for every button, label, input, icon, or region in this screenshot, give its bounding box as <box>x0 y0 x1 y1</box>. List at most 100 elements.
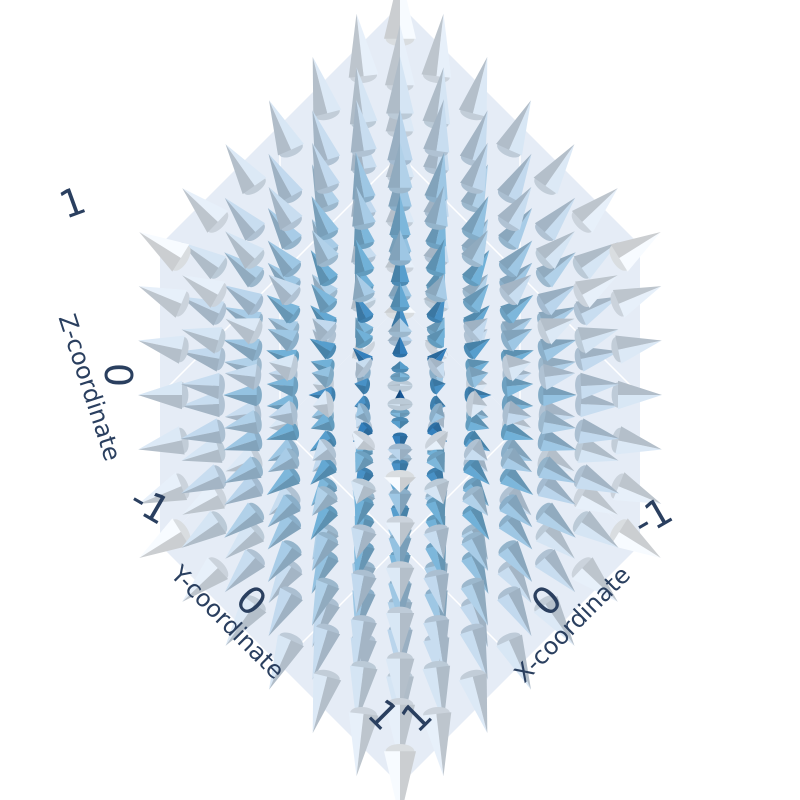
cone-point <box>312 142 340 194</box>
cone-point <box>385 652 415 712</box>
cone-point <box>224 548 266 593</box>
cone-point <box>386 379 414 393</box>
cone-point <box>312 623 341 680</box>
cone-point <box>311 532 339 571</box>
cone-point <box>499 494 533 528</box>
cone-point <box>500 447 533 473</box>
cone-point <box>385 515 415 548</box>
cone-point <box>355 450 374 473</box>
cone-point <box>387 142 413 194</box>
cone-point <box>424 185 448 230</box>
cone-point <box>429 378 446 395</box>
cone-point <box>535 231 575 269</box>
cone-point <box>426 450 445 473</box>
cone-point <box>181 464 227 494</box>
cone-point <box>390 248 410 287</box>
cone-point <box>462 486 488 516</box>
cone-point <box>355 402 371 424</box>
cone-point <box>459 623 488 680</box>
cone-point <box>458 56 488 121</box>
cone-point <box>225 231 265 269</box>
cone-point <box>268 586 303 637</box>
cone-point <box>224 197 266 242</box>
cone-point <box>572 510 619 548</box>
cone-point <box>498 240 533 278</box>
cone-point <box>466 366 489 389</box>
cone-point <box>387 109 413 166</box>
cone-point <box>350 478 377 505</box>
cone-point <box>181 372 225 400</box>
cone-point <box>355 357 373 379</box>
cone-point <box>181 327 226 354</box>
cone-point <box>463 318 488 342</box>
cone-point <box>181 436 226 463</box>
cone-point <box>499 466 534 495</box>
cone-point <box>538 409 576 435</box>
cone-point <box>423 615 450 669</box>
cone-point <box>500 328 533 352</box>
cone-point <box>535 502 576 538</box>
cone-point <box>389 408 411 418</box>
cone-point <box>465 412 490 432</box>
cone-point <box>138 286 190 318</box>
cone-point <box>355 328 374 349</box>
cone-point <box>269 632 304 690</box>
cone-point <box>312 669 342 734</box>
cone-point <box>500 420 534 441</box>
cone-point <box>538 363 576 390</box>
cone-point <box>460 577 488 626</box>
cone-point <box>138 472 190 504</box>
cone-point <box>224 502 265 538</box>
cone-point <box>139 518 191 558</box>
z-axis-title: Z-coordinate <box>53 311 127 465</box>
cone-point <box>534 197 576 242</box>
cone-point <box>269 100 304 158</box>
cone-point <box>392 336 408 358</box>
cone-point <box>573 275 618 308</box>
cone-point <box>182 275 227 308</box>
cone-point <box>267 447 300 473</box>
cone-point <box>421 706 452 777</box>
cone-point <box>266 466 301 495</box>
cone-point <box>611 380 662 410</box>
cone-point <box>268 274 301 306</box>
cone-point <box>463 338 491 360</box>
cone-point <box>461 196 489 241</box>
cone-point <box>574 327 619 354</box>
cone-point <box>610 472 662 504</box>
cone-point <box>350 99 377 157</box>
cone-point <box>385 606 415 657</box>
cone-point <box>425 238 446 277</box>
cone-point <box>571 188 618 233</box>
cone-point <box>572 242 619 280</box>
cone-point <box>533 595 575 646</box>
cone-point <box>499 295 534 324</box>
cone-point <box>499 274 532 306</box>
cone-point <box>312 577 340 626</box>
cone-point <box>268 400 298 426</box>
z-tick-1: 1 <box>54 178 92 228</box>
cone-point <box>312 230 339 267</box>
cone-point <box>536 285 576 316</box>
cone-point <box>351 569 377 615</box>
cone-point <box>181 242 228 280</box>
cone-point <box>387 318 413 338</box>
cone-point <box>354 378 371 395</box>
cone-point <box>267 328 300 352</box>
cone-point <box>269 354 298 382</box>
cone-point <box>423 569 449 615</box>
cone-point <box>390 416 410 429</box>
cone-point <box>611 335 662 364</box>
cone-point <box>423 524 449 560</box>
cone-point <box>385 561 415 603</box>
cone-point <box>311 366 334 389</box>
cone-point <box>466 389 488 419</box>
cone-point <box>461 532 489 571</box>
cone-point <box>390 282 410 312</box>
cone-point <box>268 153 303 204</box>
cone-point <box>424 430 449 451</box>
cone-point <box>311 196 339 241</box>
cone-point <box>609 232 661 272</box>
